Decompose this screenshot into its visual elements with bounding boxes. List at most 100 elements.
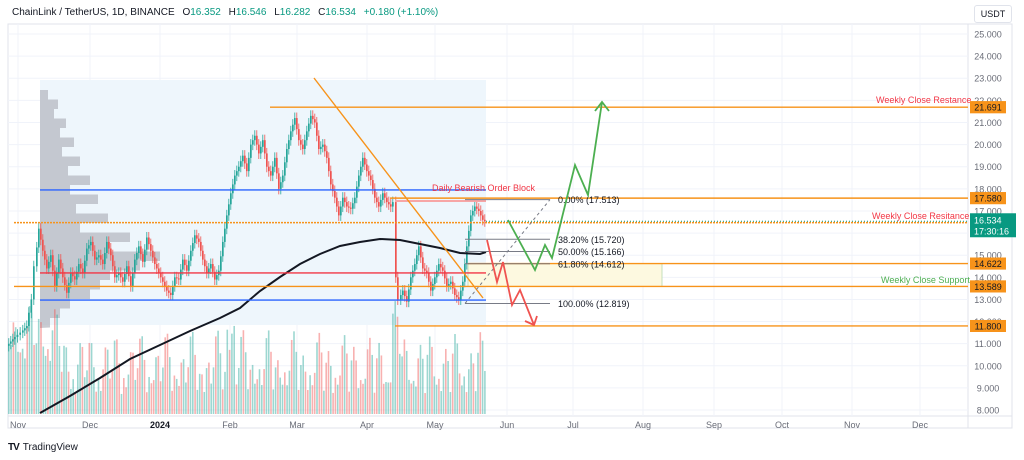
volume-bar [426,354,429,414]
candle-body [176,277,178,279]
candle-body [418,246,420,256]
volume-bar [56,314,58,414]
candle-body [268,166,270,172]
candle-body [22,330,24,333]
volume-bar [10,344,12,414]
candle-body [332,184,334,192]
candle-body [206,266,208,273]
volume-bar [318,332,321,414]
candle-body [316,122,318,136]
time-axis-tick: Oct [775,420,790,430]
volume-bar [125,387,127,414]
candle-body [286,149,288,163]
price-axis-tick: 8.000 [977,406,1000,416]
candle-body [230,193,232,205]
time-axis-tick: 2024 [150,420,170,430]
time-axis-tick: Jul [567,420,579,430]
candle-body [120,272,122,278]
volume-bar [346,353,348,414]
volume-bar [288,370,291,414]
volume-bar [249,369,252,414]
candle-body [350,207,352,209]
volume-bar [353,346,355,414]
currency-button[interactable]: USDT [974,5,1012,23]
volume-bar [290,339,293,414]
candle-body [460,290,462,300]
candle-body [458,297,460,300]
volume-bar [123,378,125,414]
volume-bar [217,330,219,414]
volume-bar [132,352,134,414]
candle-body [380,199,382,207]
candle-body [52,255,54,271]
candle-body [160,272,162,278]
candle-body [198,238,200,242]
volume-bar [261,385,263,414]
volume-bar [116,339,118,414]
volume-bar [72,379,74,414]
candle-body [476,206,478,209]
volume-bar [231,333,233,414]
fib-level-label: 100.00% (12.819) [558,299,630,309]
candle-body [310,115,312,124]
price-chart[interactable]: 21.69117.58016.47314.62213.58911.8000.00… [0,0,1024,440]
candle-body [358,175,360,187]
candle-body [482,215,484,220]
candle-body [326,151,328,158]
volume-bar [74,393,77,414]
candle-body [414,264,416,271]
candle-body [240,161,242,167]
candle-body [330,171,332,185]
candle-body [372,179,374,189]
candle-body [474,206,476,211]
volume-bar [100,390,102,414]
volume-bar [233,325,235,414]
candle-body [340,206,342,216]
candle-body [378,202,380,207]
volume-bar [198,373,201,414]
candle-body [262,140,264,147]
candle-body [362,157,364,167]
price-axis-tick: 9.000 [977,383,1000,393]
time-axis-tick: Aug [635,420,651,430]
candle-body [260,146,262,154]
volume-bar [178,385,180,414]
volume-bar [281,384,284,414]
candle-body [106,241,108,253]
candle-body [356,186,358,198]
volume-bar [81,346,84,414]
volume-bar [336,384,339,414]
candle-body [390,204,392,207]
candle-body [376,197,378,203]
candle-body [264,140,266,154]
open-value: 16.352 [190,7,221,18]
volume-bar [224,371,226,414]
price-tag-label: 11.800 [975,321,1002,331]
volume-bar [254,383,256,414]
candle-body [234,175,236,185]
volume-bar [373,392,376,414]
volume-bar [83,377,86,414]
volume-bar [449,392,452,414]
candle-body [434,277,436,284]
high-value: 16.546 [235,7,267,18]
candle-body [180,269,182,280]
volume-bar [24,358,26,414]
candle-body [322,144,324,147]
close-label: C [318,7,326,18]
candle-body [236,171,238,176]
volume-bar [311,385,314,414]
volume-bar [106,349,109,414]
candle-body [342,197,344,207]
volume-bar [479,332,482,414]
candle-body [16,334,19,338]
candle-body [150,244,152,251]
candle-body [132,272,134,287]
candle-body [274,157,276,167]
candle-body [172,286,174,296]
candle-body [102,259,104,265]
candle-body [74,276,76,280]
volume-bar [65,347,68,414]
volume-bar [79,343,81,414]
candle-body [416,255,418,265]
